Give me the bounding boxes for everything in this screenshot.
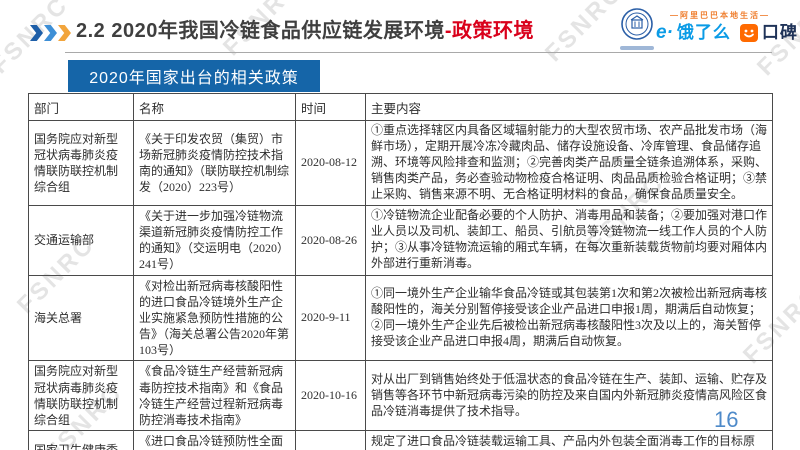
cell-content: ①冷链物流企业配备必要的个人防护、消毒用品和装备；②要加强对港口作业人员以及司机… — [365, 204, 773, 276]
table-row: 海关总署 《对检出新冠病毒核酸阳性的进口食品冷链境外生产企业实施紧急预防性措施的… — [28, 274, 773, 362]
cell-content: ①重点选择辖区内具备区域辐射能力的大型农贸市场、农产品批发市场（海鲜市场），定期… — [365, 120, 773, 206]
association-badge-icon — [621, 8, 653, 40]
eleme-logo-icon: e· — [656, 22, 673, 43]
cell-name: 《关于进一步加强冷链物流渠道新冠肺炎疫情防控工作的通知》（交运明电（2020）2… — [133, 204, 296, 276]
cell-name: 《关于印发农贸（集贸）市场新冠肺炎疫情防控技术指南的通知》（联防联控机制综发（2… — [133, 120, 296, 206]
column-header-dept: 部门 — [28, 93, 134, 121]
page-title-accent: -政策环境 — [444, 20, 535, 42]
column-header-name: 名称 — [133, 93, 296, 121]
cell-dept: 国家卫生健康委员会 — [28, 430, 134, 450]
title-chevrons-icon — [30, 25, 71, 41]
chevron-icon — [58, 25, 71, 41]
chevron-icon — [30, 25, 43, 41]
koubei-smiley-icon — [739, 23, 758, 42]
table-row: 交通运输部 《关于进一步加强冷链物流渠道新冠肺炎疫情防控工作的通知》（交运明电（… — [28, 204, 773, 276]
policy-table: 部门 名称 时间 主要内容 国务院应对新型冠状病毒肺炎疫情联防联控机制综合组 《… — [28, 93, 773, 450]
table-row: 国家卫生健康委员会 《进口食品冷链预防性全面消毒工作方案》（联防联控机制综发（2… — [28, 430, 773, 450]
cell-dept: 国务院应对新型冠状病毒肺炎疫情联防联控机制综合组 — [28, 120, 134, 206]
table-row: 国务院应对新型冠状病毒肺炎疫情联防联控机制综合组 《食品冷链生产经营新冠病毒防控… — [28, 360, 773, 432]
section-banner-label: 2020年国家出台的相关政策 — [89, 70, 299, 87]
column-header-date: 时间 — [295, 93, 366, 121]
watermark: FSNRC — [540, 0, 629, 68]
association-badge-logo — [620, 8, 654, 50]
page-number: 16 — [714, 407, 739, 432]
cell-date: 2020-11-08 — [295, 430, 366, 450]
cell-content: 规定了进口食品冷链装载运输工具、产品内外包装全面消毒工作的目标原则、工作分工、基… — [365, 430, 773, 450]
brand-tagline: —阿里巴巴本地生活— — [670, 11, 770, 20]
cell-name: 《进口食品冷链预防性全面消毒工作方案》（联防联控机制综发（2020）255 号） — [133, 430, 296, 450]
page-title-main: 2.2 2020年我国冷链食品供应链发展环境 — [76, 20, 445, 42]
title-underline — [65, 52, 772, 53]
cell-date: 2020-08-26 — [295, 204, 366, 276]
cell-name: 《食品冷链生产经营新冠病毒防控技术指南》和《食品冷链生产经营过程新冠病毒防控消毒… — [133, 360, 296, 432]
eleme-logo-text: 饿了么 — [676, 23, 731, 42]
table-row: 国务院应对新型冠状病毒肺炎疫情联防联控机制综合组 《关于印发农贸（集贸）市场新冠… — [28, 120, 773, 206]
brand-logos: e· 饿了么 口碑 — [656, 23, 798, 42]
page-title: 2.2 2020年我国冷链食品供应链发展环境-政策环境 — [76, 14, 534, 43]
table-header-row: 部门 名称 时间 主要内容 — [28, 93, 773, 121]
cell-dept: 交通运输部 — [28, 204, 134, 276]
chevron-icon — [44, 25, 57, 41]
koubei-logo-text: 口碑 — [761, 23, 798, 42]
cell-content: 对从出厂到销售始终处于低温状态的食品冷链在生产、装卸、运输、贮存及销售等各环节中… — [365, 360, 773, 432]
column-header-content: 主要内容 — [365, 93, 773, 121]
cell-dept: 海关总署 — [28, 274, 134, 362]
cell-dept: 国务院应对新型冠状病毒肺炎疫情联防联控机制综合组 — [28, 360, 134, 432]
cell-date: 2020-08-12 — [295, 120, 366, 206]
cell-name: 《对检出新冠病毒核酸阳性的进口食品冷链境外生产企业实施紧急预防性措施的公告》（海… — [133, 274, 296, 362]
association-badge-caption — [620, 46, 654, 50]
cell-date: 2020-9-11 — [295, 274, 366, 362]
section-banner: 2020年国家出台的相关政策 — [68, 60, 320, 92]
cell-content: ①同一境外生产企业输华食品冷链或其包装第1次和第2次被检出新冠病毒核酸阳性的，海… — [365, 274, 773, 362]
cell-date: 2020-10-16 — [295, 360, 366, 432]
